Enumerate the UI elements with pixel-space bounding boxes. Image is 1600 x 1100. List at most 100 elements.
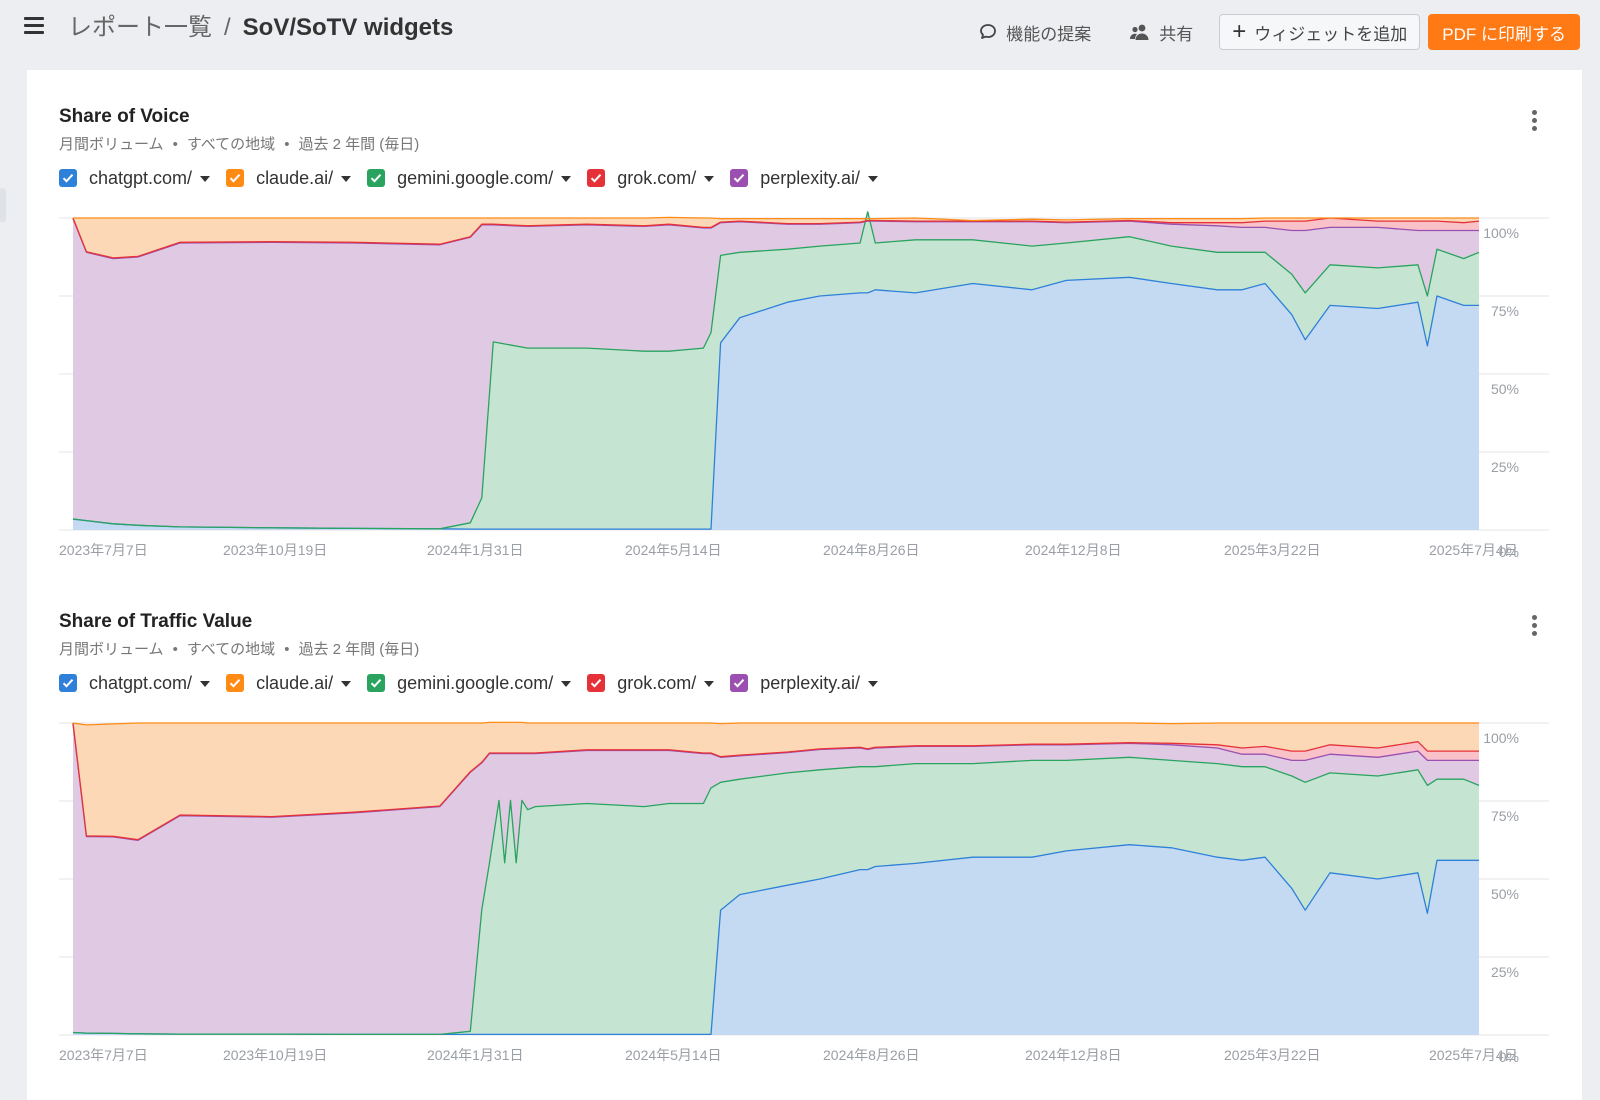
area-claudeai [73,722,1479,840]
legend-label: chatgpt.com/ [89,672,193,693]
menu-icon[interactable] [24,17,46,39]
legend-item-perplexity[interactable]: perplexity.ai/ [730,673,878,694]
legend-label: gemini.google.com/ [397,167,554,188]
y-tick-label: 25% [1491,964,1519,980]
y-tick-label: 75% [1491,303,1519,319]
print-pdf-button[interactable]: PDF に印刷する [1428,14,1580,50]
x-tick-label: 2025年3月22日 [1224,1047,1321,1063]
checkbox-checked-icon[interactable] [226,674,245,692]
checkbox-checked-icon[interactable] [587,169,606,187]
chevron-down-icon[interactable] [561,176,572,182]
area-geminigooglecom [73,211,1479,530]
checkbox-checked-icon[interactable] [730,674,749,692]
users-icon [1129,22,1151,42]
print-pdf-label: PDF に印刷する [1442,24,1566,44]
area-claudeai [73,217,1479,258]
chevron-down-icon[interactable] [200,681,211,687]
share-label: 共有 [1159,24,1194,44]
chevron-down-icon[interactable] [704,681,715,687]
x-tick-label: 2024年12月8日 [1025,542,1122,558]
line-claudeai [73,216,1479,222]
legend-item-gemini[interactable]: gemini.google.com/ [367,167,572,189]
legend-item-chatgpt[interactable]: chatgpt.com/ [59,672,211,694]
subtitle-period: 過去 2 年間 (毎日) [298,641,420,658]
legend-item-chatgpt[interactable]: chatgpt.com/ [59,167,211,189]
widget-title: Share of Voice [59,106,190,127]
y-tick-label: 75% [1491,808,1519,824]
legend-item-perplexity[interactable]: perplexity.ai/ [730,168,878,189]
chevron-down-icon[interactable] [200,176,211,182]
top-actions: 機能の提案 共有 + ウィジェットを追加 PDF に印刷する [978,14,1580,50]
subtitle-period: 過去 2 年間 (毎日) [298,136,420,153]
x-tick-label: 2024年8月26日 [823,542,920,558]
breadcrumb-reports-link[interactable]: レポート一覧 [68,14,212,41]
side-drawer-handle[interactable] [0,188,6,222]
x-tick-label: 2024年8月26日 [823,1047,920,1063]
add-widget-button[interactable]: + ウィジェットを追加 [1219,14,1421,50]
subtitle-region: すべての地域 [186,641,276,658]
checkbox-checked-icon[interactable] [587,674,606,692]
line-claudeai [72,721,1479,726]
subtitle-metric: 月間ボリューム [59,641,164,658]
legend-item-gemini[interactable]: gemini.google.com/ [367,672,572,694]
area-grokcom [73,218,1479,259]
legend: chatgpt.com/ claude.ai/ gemini.google.co… [59,669,894,697]
legend-label: perplexity.ai/ [760,672,860,693]
area-chatgptcom [73,844,1479,1035]
chevron-down-icon[interactable] [704,176,715,182]
x-tick-label: 2024年1月31日 [427,1047,524,1063]
add-widget-label: ウィジェットを追加 [1254,24,1408,44]
widget-subtitle: 月間ボリューム • すべての地域 • 過去 2 年間 (毎日) [59,136,420,153]
suggest-feature-button[interactable]: 機能の提案 [978,20,1091,45]
checkbox-checked-icon[interactable] [59,169,77,187]
legend: chatgpt.com/ claude.ai/ gemini.google.co… [59,164,894,192]
chevron-down-icon[interactable] [341,176,352,182]
y-tick-label: 0% [1499,544,1519,560]
legend-label: grok.com/ [617,672,697,693]
chart-svg: 0% 25% 50% 75% 100% 2023年7月7日 2023年10月19日 2024年… [59,721,1549,1065]
checkbox-checked-icon[interactable] [367,169,386,187]
report-panel: Share of Voice 月間ボリューム • すべての地域 • 過去 2 年間 (毎… [27,70,1582,1100]
top-bar: レポート一覧 / SoV/SoTV widgets 機能の提案 共有 + ウィジェッ… [0,0,1600,62]
area-geminigooglecom [73,757,1479,1035]
legend-item-claude[interactable]: claude.ai/ [226,167,352,189]
checkbox-checked-icon[interactable] [730,169,749,187]
line-chatgptcom [72,844,1479,1036]
checkbox-checked-icon[interactable] [59,674,77,692]
legend-item-grok[interactable]: grok.com/ [587,672,715,694]
x-tick-label: 2025年7月4日 [1429,1047,1518,1063]
chevron-down-icon[interactable] [341,681,352,687]
legend-label: claude.ai/ [256,167,334,188]
checkbox-checked-icon[interactable] [367,674,386,692]
breadcrumb-separator: / [224,14,231,41]
legend-item-grok[interactable]: grok.com/ [587,168,715,189]
kebab-icon[interactable] [1527,615,1541,639]
x-tick-label: 2025年7月4日 [1429,542,1518,558]
line-grokcom [72,722,1479,841]
x-tick-label: 2024年5月14日 [625,1047,722,1063]
subtitle-metric: 月間ボリューム [59,136,164,153]
share-button[interactable]: 共有 [1129,20,1193,45]
chevron-down-icon[interactable] [867,176,878,182]
x-tick-label: 2023年7月7日 [59,542,148,558]
chart-share-of-voice: 0% 25% 50% 75% 100% 2023年7月7日 2023年10月19日 2024年… [59,210,1559,565]
subtitle-region: すべての地域 [186,136,276,153]
chat-bubble-icon [978,22,998,42]
x-tick-label: 2023年10月19日 [223,542,327,558]
y-tick-label: 100% [1483,225,1519,241]
chevron-down-icon[interactable] [561,681,572,687]
kebab-icon[interactable] [1527,110,1541,134]
chevron-down-icon[interactable] [867,681,878,687]
breadcrumb: レポート一覧 / SoV/SoTV widgets [68,12,453,44]
checkbox-checked-icon[interactable] [226,169,245,187]
legend-label: gemini.google.com/ [397,672,554,693]
page-title: SoV/SoTV widgets [242,14,454,41]
plus-icon: + [1232,18,1247,45]
y-tick-label: 100% [1483,730,1519,746]
legend-label: chatgpt.com/ [89,167,193,188]
legend-label: claude.ai/ [256,672,334,693]
area-perplexityai [73,211,1479,529]
chart-svg: 0% 25% 50% 75% 100% 2023年7月7日 2023年10月19日 2024年… [59,211,1549,560]
legend-item-claude[interactable]: claude.ai/ [226,672,352,694]
line-grokcom [72,217,1480,259]
